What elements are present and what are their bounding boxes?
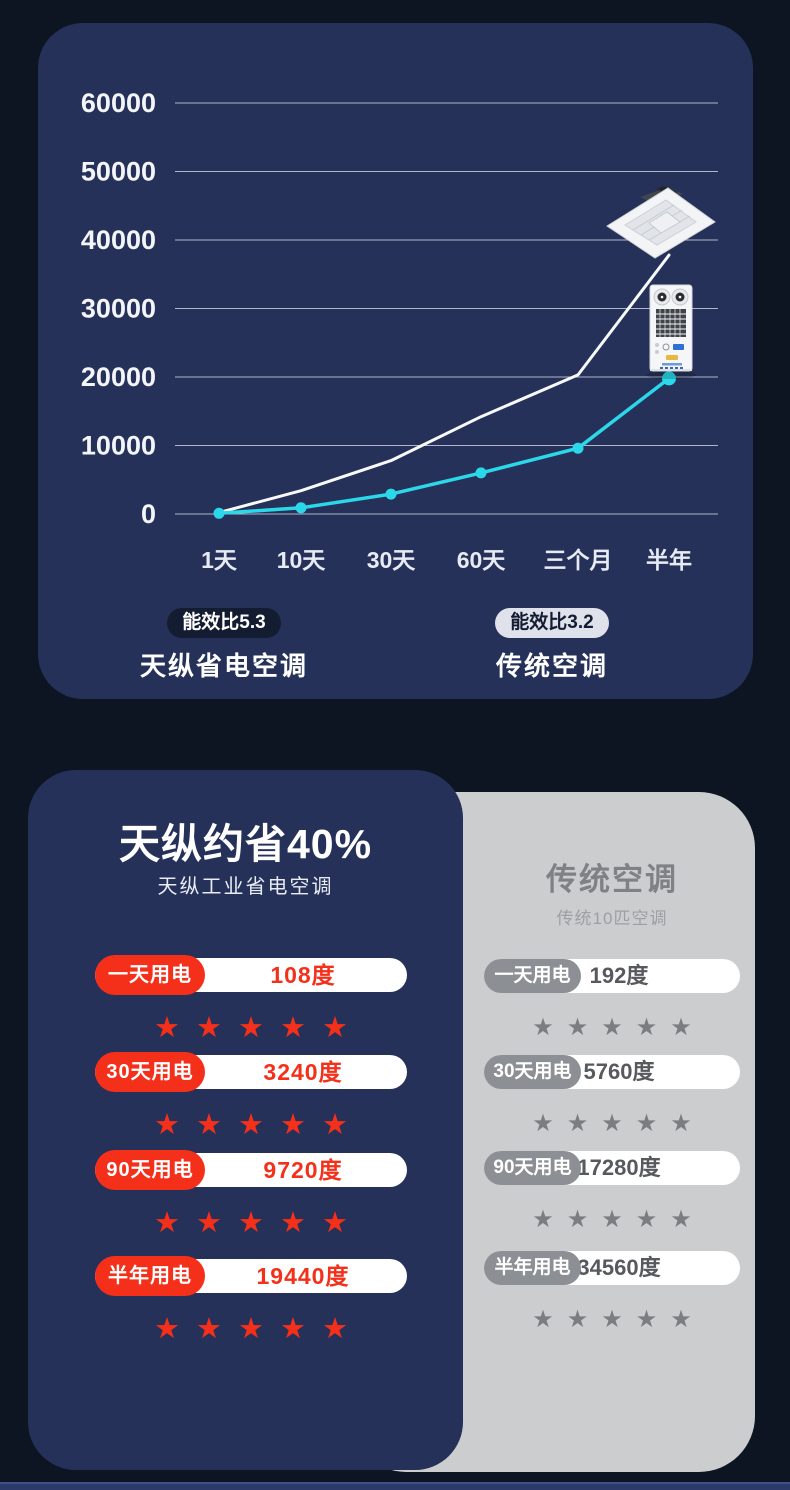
- usage-value: 19440度: [256, 1263, 350, 1289]
- usage-row: 30天用电 5760度 ★★★★★: [484, 1055, 740, 1137]
- svg-text:0: 0: [141, 499, 156, 529]
- ceiling-cassette-ac-image: [606, 186, 716, 259]
- usage-value: 192度: [589, 963, 649, 988]
- usage-period-badge: 半年用电: [484, 1251, 581, 1285]
- usage-row: 90天用电 17280度 ★★★★★: [484, 1151, 740, 1233]
- star-rating: ★★★★★: [532, 1306, 705, 1333]
- usage-row: 一天用电 108度 ★★★★★: [95, 955, 407, 1044]
- energy-consumption-chart-panel: 0 10000 20000 30000 40000 50000 60000 1天 10天 30天 6…: [38, 23, 753, 699]
- usage-period-badge: 半年用电: [95, 1256, 205, 1296]
- floor-standing-ac-image: [646, 284, 696, 379]
- tianzong-card: 天纵约省40% 天纵工业省电空调 一天用电 108度 ★★★★★ 30天用电 3240度…: [28, 770, 463, 1470]
- traditional-card-subtitle: 传统10匹空调: [556, 909, 668, 928]
- usage-value: 108度: [270, 962, 336, 988]
- svg-text:半年: 半年: [646, 547, 692, 573]
- svg-text:60000: 60000: [81, 88, 156, 118]
- usage-value: 5760度: [583, 1059, 655, 1084]
- efficiency-badge-traditional: 能效比3.2: [495, 608, 609, 638]
- star-rating: ★★★★★: [154, 1109, 364, 1141]
- usage-pill: 半年用电 19440度: [95, 1256, 407, 1296]
- legend-tianzong: 能效比5.3 天纵省电空调: [140, 608, 308, 683]
- usage-pill: 30天用电 5760度: [484, 1055, 740, 1089]
- usage-value: 17280度: [577, 1155, 661, 1180]
- usage-period-badge: 30天用电: [95, 1052, 205, 1092]
- legend-label-traditional: 传统空调: [495, 651, 608, 681]
- svg-text:60天: 60天: [457, 547, 507, 573]
- usage-pill: 30天用电 3240度: [95, 1052, 407, 1092]
- efficiency-badge-tianzong: 能效比5.3: [167, 608, 281, 638]
- line-chart: 0 10000 20000 30000 40000 50000 60000 1天 10天 30天 6…: [81, 88, 718, 573]
- svg-text:1天: 1天: [201, 547, 238, 573]
- traditional-card-title: 传统空调: [546, 862, 678, 897]
- svg-text:三个月: 三个月: [544, 547, 613, 573]
- tianzong-card-title: 天纵约省40%: [118, 821, 373, 867]
- svg-text:30000: 30000: [81, 294, 156, 324]
- usage-value: 9720度: [263, 1157, 343, 1183]
- legend-label-tianzong: 天纵省电空调: [140, 651, 309, 681]
- star-rating: ★★★★★: [154, 1207, 364, 1239]
- usage-pill: 一天用电 192度: [484, 959, 740, 993]
- usage-row: 90天用电 9720度 ★★★★★: [95, 1150, 407, 1239]
- star-rating: ★★★★★: [154, 1313, 364, 1345]
- next-section-top-strip: [0, 1482, 790, 1490]
- usage-pill: 半年用电 34560度: [484, 1251, 740, 1285]
- usage-pill: 90天用电 9720度: [95, 1150, 407, 1190]
- svg-text:10天: 10天: [277, 547, 327, 573]
- svg-text:20000: 20000: [81, 362, 156, 392]
- tianzong-card-subtitle: 天纵工业省电空调: [157, 876, 334, 898]
- usage-period-badge: 90天用电: [484, 1151, 581, 1185]
- usage-row: 半年用电 34560度 ★★★★★: [484, 1251, 740, 1333]
- star-rating: ★★★★★: [532, 1014, 705, 1041]
- star-rating: ★★★★★: [154, 1012, 364, 1044]
- usage-row: 半年用电 19440度 ★★★★★: [95, 1256, 407, 1345]
- usage-period-badge: 30天用电: [484, 1055, 581, 1089]
- usage-row: 一天用电 192度 ★★★★★: [484, 959, 740, 1041]
- usage-value: 34560度: [577, 1255, 661, 1280]
- legend-traditional: 能效比3.2 传统空调: [466, 608, 638, 683]
- svg-text:30天: 30天: [367, 547, 417, 573]
- usage-pill: 一天用电 108度: [95, 955, 407, 995]
- svg-text:40000: 40000: [81, 225, 156, 255]
- usage-value: 3240度: [263, 1059, 343, 1085]
- star-rating: ★★★★★: [532, 1110, 705, 1137]
- usage-period-badge: 一天用电: [484, 959, 581, 993]
- star-rating: ★★★★★: [532, 1206, 705, 1233]
- svg-text:10000: 10000: [81, 431, 156, 461]
- svg-text:50000: 50000: [81, 157, 156, 187]
- usage-row: 30天用电 3240度 ★★★★★: [95, 1052, 407, 1141]
- usage-pill: 90天用电 17280度: [484, 1151, 740, 1185]
- usage-period-badge: 一天用电: [95, 955, 205, 995]
- usage-period-badge: 90天用电: [95, 1150, 205, 1190]
